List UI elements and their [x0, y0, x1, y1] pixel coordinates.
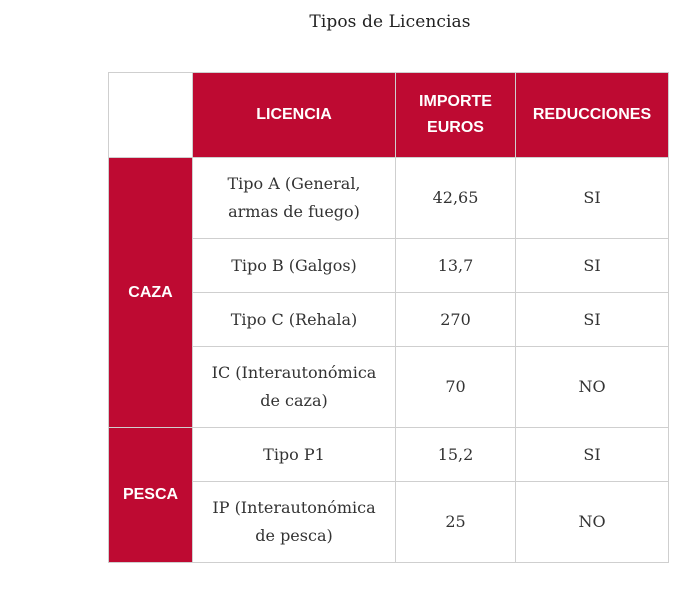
reducciones-cell: SI — [515, 427, 669, 482]
column-header-importe-label: IMPORTE EUROS — [419, 93, 492, 136]
table-row: CAZA Tipo A (General, armas de fuego) 42… — [108, 157, 669, 428]
importe-cell: 70 — [395, 346, 516, 428]
table-row: IP (Interautonómica de pesca) 25 NO — [109, 481, 669, 563]
importe-cell: 15,2 — [395, 427, 516, 482]
importe-cell: 270 — [395, 292, 516, 347]
header-spacer — [108, 72, 193, 158]
reducciones-cell: NO — [515, 481, 669, 563]
table-header-row: LICENCIA IMPORTE EUROS REDUCCIONES — [108, 72, 669, 158]
reducciones-cell: NO — [515, 346, 669, 428]
table-row: PESCA Tipo P1 15,2 SI — [108, 427, 669, 563]
licencia-cell: IC (Interautonómica de caza) — [192, 346, 396, 428]
licencia-cell: Tipo C (Rehala) — [192, 292, 396, 347]
reducciones-cell: SI — [515, 157, 669, 239]
column-header-importe: IMPORTE EUROS — [395, 72, 516, 158]
importe-cell: 13,7 — [395, 238, 516, 293]
licencia-text: IC (Interautonómica de caza) — [211, 363, 377, 410]
reducciones-cell: SI — [515, 238, 669, 293]
licencia-cell: Tipo P1 — [192, 427, 396, 482]
column-header-reducciones: REDUCCIONES — [515, 72, 669, 158]
reducciones-cell: SI — [515, 292, 669, 347]
licencia-text: Tipo A (General, armas de fuego) — [227, 174, 361, 221]
importe-cell: 42,65 — [395, 157, 516, 239]
table-row: Tipo B (Galgos) 13,7 SI — [109, 238, 669, 293]
page-title: Tipos de Licencias — [309, 12, 471, 32]
group-label-caza: CAZA — [108, 157, 193, 428]
group-label-pesca: PESCA — [108, 427, 193, 563]
table-row: IC (Interautonómica de caza) 70 NO — [109, 346, 669, 428]
licencia-cell: IP (Interautonómica de pesca) — [192, 481, 396, 563]
licenses-table: LICENCIA IMPORTE EUROS REDUCCIONES CAZA … — [108, 72, 669, 563]
licencia-text: IP (Interautonómica de pesca) — [212, 498, 376, 545]
licencia-cell: Tipo A (General, armas de fuego) — [192, 157, 396, 239]
column-header-licencia: LICENCIA — [192, 72, 396, 158]
licencia-cell: Tipo B (Galgos) — [192, 238, 396, 293]
importe-cell: 25 — [395, 481, 516, 563]
table-row: Tipo C (Rehala) 270 SI — [109, 292, 669, 347]
